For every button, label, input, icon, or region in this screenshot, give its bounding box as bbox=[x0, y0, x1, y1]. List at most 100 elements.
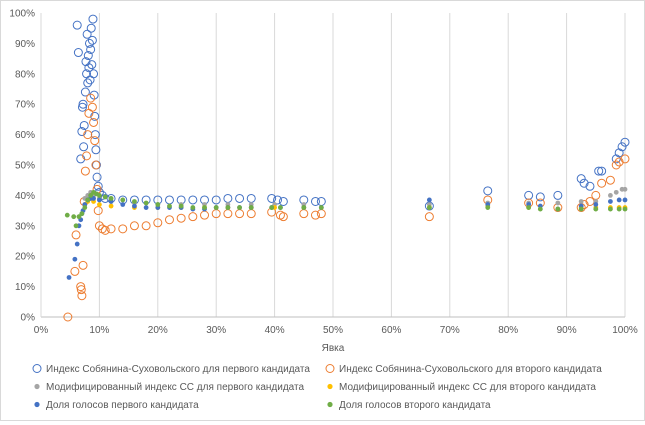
legend-item: Модифицированный индекс СС для первого к… bbox=[34, 381, 304, 393]
data-point bbox=[318, 205, 324, 210]
data-point bbox=[591, 190, 601, 200]
y-tick-label: 0% bbox=[21, 313, 36, 324]
legend-label: Доля голосов второго кандидата bbox=[339, 400, 491, 411]
legend-label: Индекс Собянина-Суховольского для второг… bbox=[339, 363, 602, 375]
data-point bbox=[426, 205, 432, 210]
data-point bbox=[85, 197, 91, 203]
grid-lines bbox=[98, 13, 626, 317]
legend-marker bbox=[327, 383, 333, 390]
legend-marker bbox=[34, 401, 40, 408]
y-tick-label: 10% bbox=[15, 282, 35, 293]
data-point bbox=[246, 209, 256, 219]
x-tick-labels: 0% 10% 20% 30% 40% 50% 60% 70% 80% 90% 100% bbox=[34, 325, 638, 336]
data-point bbox=[82, 29, 92, 39]
data-point bbox=[223, 193, 233, 203]
data-point bbox=[86, 23, 96, 33]
data-point bbox=[77, 127, 87, 137]
data-point bbox=[620, 137, 630, 147]
data-point bbox=[622, 197, 628, 203]
data-point bbox=[225, 205, 231, 210]
data-point bbox=[90, 111, 100, 121]
data-point bbox=[83, 78, 93, 88]
data-point bbox=[202, 205, 207, 210]
data-point bbox=[132, 203, 137, 209]
data-point bbox=[89, 69, 99, 79]
data-point bbox=[176, 213, 186, 223]
y-tick-label: 70% bbox=[15, 100, 35, 111]
data-point bbox=[537, 206, 543, 212]
data-point bbox=[485, 205, 491, 210]
data-point bbox=[120, 197, 126, 203]
axis-lines bbox=[40, 13, 625, 318]
data-point bbox=[316, 209, 326, 219]
data-point bbox=[97, 193, 102, 198]
data-point bbox=[593, 206, 599, 212]
data-point bbox=[94, 221, 104, 231]
data-point bbox=[316, 196, 326, 206]
data-point bbox=[213, 205, 219, 210]
legend-label: Модифицированный индекс СС для первого к… bbox=[46, 381, 304, 393]
data-point bbox=[155, 202, 161, 207]
data-point bbox=[594, 166, 604, 176]
x-tick-label: 0% bbox=[34, 325, 49, 336]
legend-item: Доля голосов первого кандидата bbox=[34, 400, 199, 411]
legend-item: Индекс Собянина-Суховольского для первог… bbox=[32, 363, 310, 375]
y-tick-labels: 0% 10% 20% 30% 40% 50% 60% 70% 80% 90% 100% bbox=[9, 9, 35, 324]
data-point bbox=[76, 154, 86, 164]
x-axis-title: Явка bbox=[322, 343, 345, 354]
y-tick-label: 30% bbox=[15, 221, 35, 232]
data-point bbox=[73, 223, 79, 229]
data-point bbox=[555, 200, 561, 206]
data-point bbox=[92, 172, 102, 182]
data-point bbox=[84, 63, 94, 73]
legend-label: Доля голосов первого кандидата bbox=[46, 400, 199, 411]
data-point bbox=[597, 166, 607, 176]
data-point bbox=[611, 154, 621, 164]
data-point bbox=[80, 87, 90, 97]
data-point bbox=[617, 142, 627, 152]
data-point bbox=[622, 206, 628, 212]
x-tick-label: 100% bbox=[612, 325, 638, 336]
data-point bbox=[605, 175, 615, 185]
x-tick-label: 20% bbox=[148, 325, 168, 336]
x-tick-label: 10% bbox=[89, 325, 109, 336]
series-2 bbox=[63, 93, 630, 322]
data-point bbox=[614, 148, 624, 158]
data-point bbox=[88, 14, 98, 24]
data-point bbox=[620, 154, 630, 164]
data-point bbox=[211, 195, 221, 205]
data-point bbox=[608, 206, 613, 212]
data-point bbox=[188, 212, 198, 222]
data-point bbox=[84, 38, 94, 48]
series-1 bbox=[72, 14, 630, 211]
data-point bbox=[235, 193, 245, 203]
data-point bbox=[178, 203, 184, 209]
data-point bbox=[608, 193, 613, 198]
legend-item: Модифицированный индекс СС для второго к… bbox=[327, 381, 596, 393]
data-point bbox=[108, 203, 114, 209]
data-point bbox=[73, 48, 83, 58]
data-point bbox=[77, 291, 87, 301]
data-point bbox=[188, 195, 198, 205]
data-point bbox=[66, 275, 72, 280]
data-point bbox=[89, 117, 99, 127]
data-point bbox=[87, 60, 97, 70]
data-point bbox=[72, 20, 82, 30]
data-point bbox=[129, 221, 139, 231]
data-point bbox=[278, 212, 288, 222]
x-tick-label: 50% bbox=[323, 325, 343, 336]
data-point bbox=[77, 102, 87, 112]
y-tick-label: 100% bbox=[9, 9, 35, 20]
data-point bbox=[78, 260, 88, 270]
data-point bbox=[301, 205, 307, 210]
data-point bbox=[86, 44, 96, 54]
data-point bbox=[524, 190, 534, 200]
data-point bbox=[82, 151, 92, 161]
data-point bbox=[269, 205, 275, 210]
data-point bbox=[76, 285, 86, 295]
data-point bbox=[267, 193, 277, 203]
x-tick-label: 30% bbox=[206, 325, 226, 336]
data-point bbox=[278, 196, 288, 206]
data-point bbox=[622, 186, 628, 192]
